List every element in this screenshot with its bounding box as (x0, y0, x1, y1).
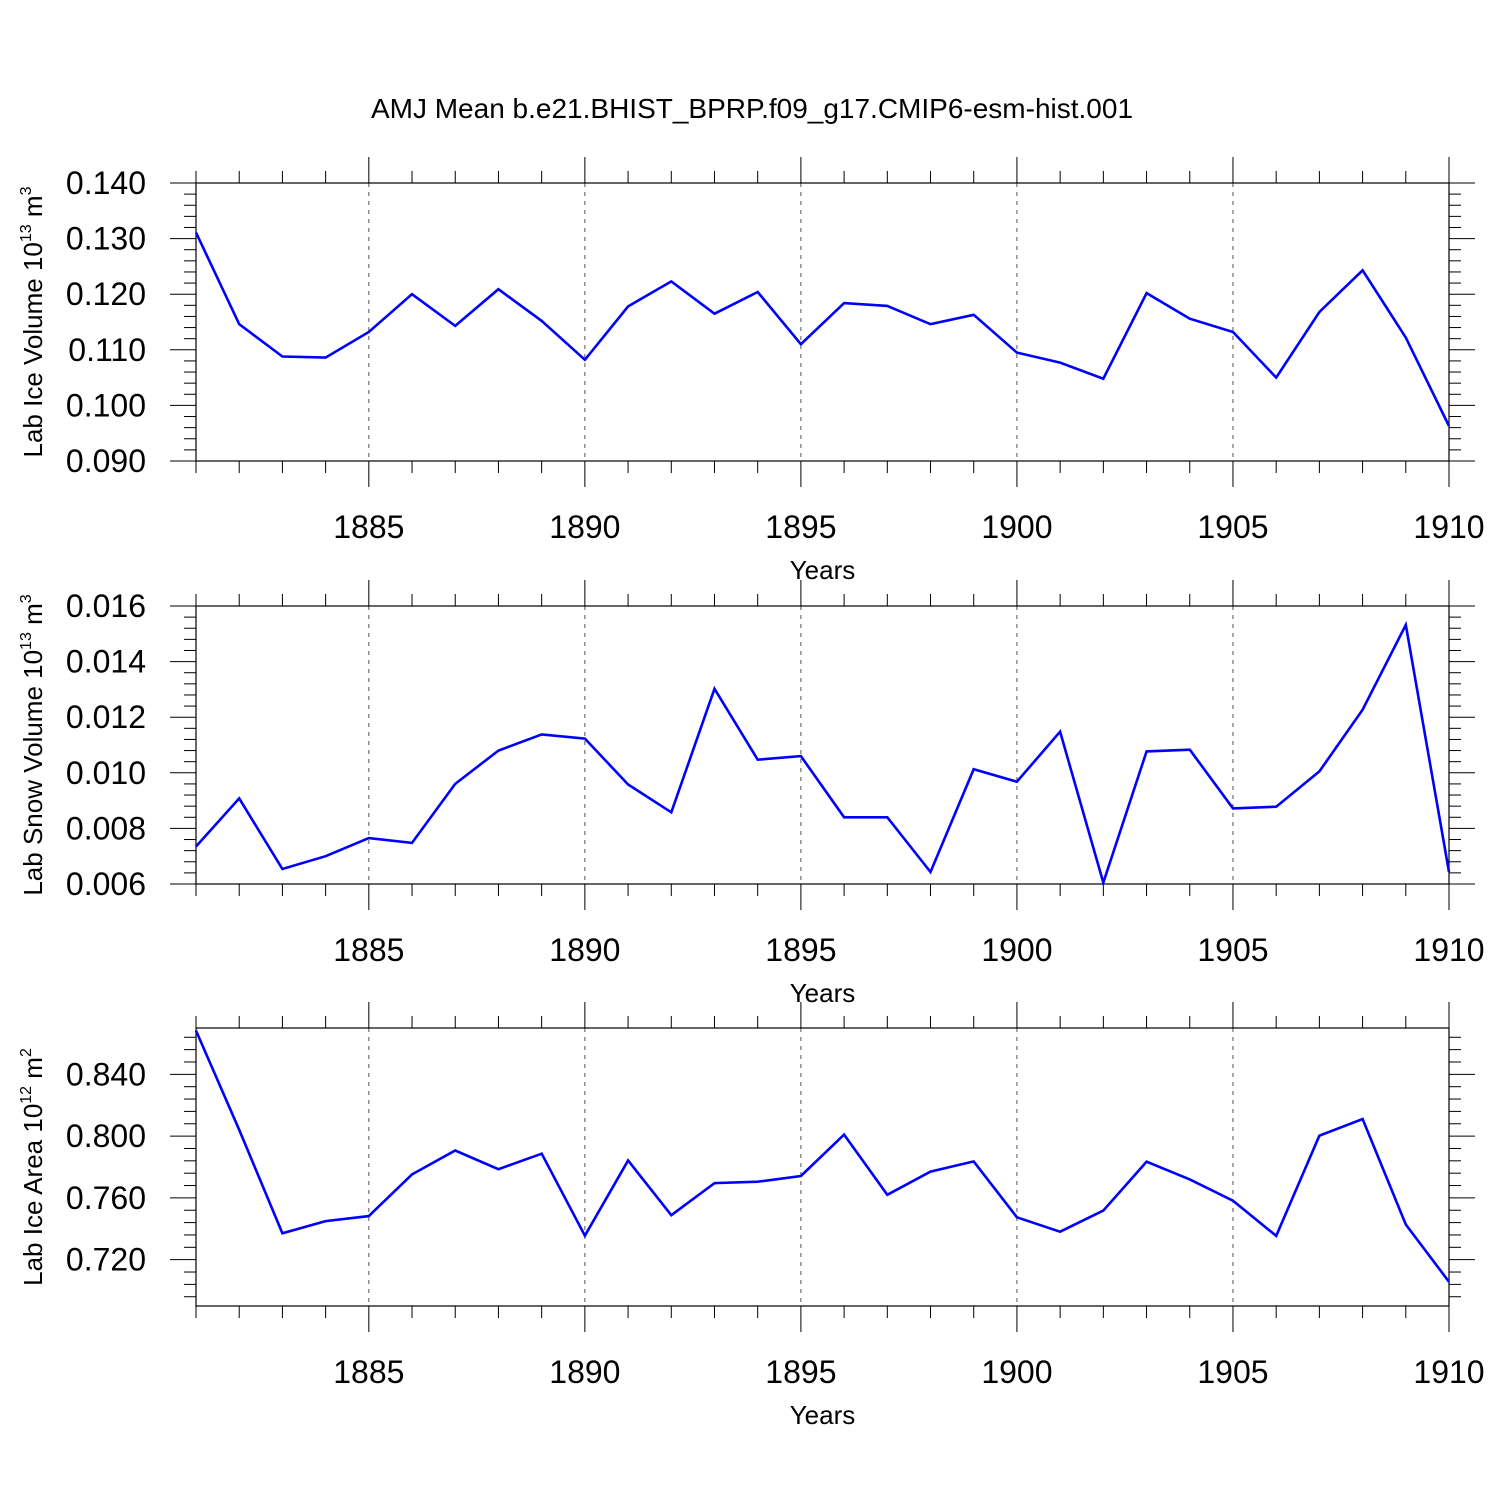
y-tick-label: 0.120 (66, 276, 146, 312)
x-axis-label: Years (790, 1400, 856, 1430)
y-tick-label: 0.010 (66, 755, 146, 791)
y-tick-label: 0.090 (66, 443, 146, 479)
series-line (194, 1030, 1451, 1283)
y-tick-label: 0.016 (66, 588, 146, 624)
x-tick-label: 1895 (765, 932, 836, 968)
y-tick-label: 0.006 (66, 866, 146, 902)
y-tick-label: 0.720 (66, 1242, 146, 1278)
y-tick-label: 0.800 (66, 1118, 146, 1154)
chart-title: AMJ Mean b.e21.BHIST_BPRP.f09_g17.CMIP6-… (371, 93, 1133, 124)
x-tick-label: 1905 (1197, 932, 1268, 968)
x-tick-label: 1900 (981, 1354, 1052, 1390)
y-tick-label: 0.100 (66, 387, 146, 423)
y-tick-label: 0.008 (66, 810, 146, 846)
y-axis-label: Lab Snow Volume 1013 m3 (18, 594, 48, 895)
x-tick-label: 1910 (1413, 509, 1484, 545)
x-tick-label: 1895 (765, 1354, 836, 1390)
panel-ice-area: 0.720 0.760 0.800 0.840 1885 1890 1895 1900 1905… (18, 1002, 1485, 1430)
x-tick-label: 1885 (333, 1354, 404, 1390)
y-axis-label: Lab Ice Area 1012 m2 (18, 1048, 48, 1286)
plot-frame (195, 1027, 1450, 1307)
series-line (195, 620, 1451, 888)
x-tick-label: 1890 (549, 509, 620, 545)
x-tick-label: 1905 (1197, 509, 1268, 545)
x-tick-label: 1890 (549, 932, 620, 968)
panel-snow-volume: 0.006 0.008 0.010 0.012 0.014 0.016 1885 1890 18… (18, 580, 1485, 1008)
x-tick-label: 1900 (981, 509, 1052, 545)
x-tick-label: 1910 (1413, 1354, 1484, 1390)
y-tick-label: 0.140 (66, 165, 146, 201)
x-axis-label: Years (790, 555, 856, 585)
x-tick-label: 1900 (981, 932, 1052, 968)
y-tick-label: 0.130 (66, 221, 146, 257)
y-tick-label: 0.110 (68, 332, 146, 368)
y-tick-label: 0.012 (66, 699, 146, 735)
y-tick-label: 0.760 (66, 1180, 146, 1216)
plot-frame (195, 182, 1450, 462)
series-line (194, 231, 1451, 427)
x-tick-label: 1890 (549, 1354, 620, 1390)
x-tick-label: 1910 (1413, 932, 1484, 968)
x-tick-label: 1895 (765, 509, 836, 545)
x-axis-label: Years (790, 978, 856, 1008)
x-tick-label: 1885 (333, 509, 404, 545)
x-tick-label: 1905 (1197, 1354, 1268, 1390)
panel-ice-volume: 0.090 0.100 0.110 0.120 0.130 0.140 1885 1890 18… (18, 157, 1485, 585)
x-tick-label: 1885 (333, 932, 404, 968)
y-axis-label: Lab Ice Volume 1013 m3 (18, 186, 48, 457)
y-tick-label: 0.840 (66, 1056, 146, 1092)
y-tick-label: 0.014 (66, 644, 146, 680)
plot-frame (195, 605, 1450, 885)
